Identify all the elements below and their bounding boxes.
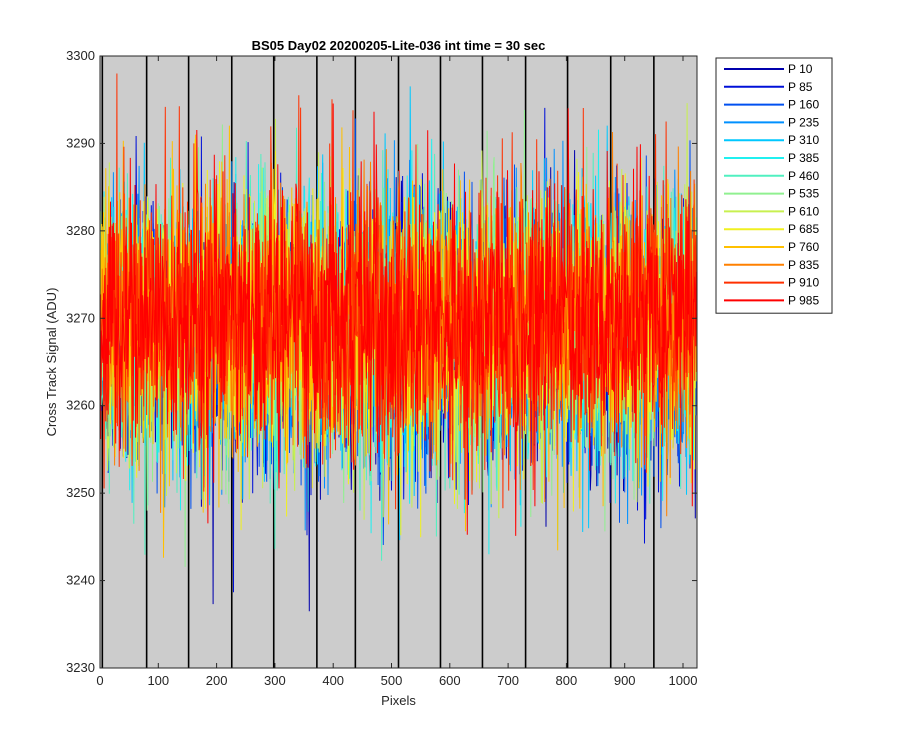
x-tick-label: 400 <box>322 673 344 688</box>
legend-box <box>715 57 833 314</box>
x-tick-label: 700 <box>497 673 519 688</box>
legend-label: P 460 <box>788 169 819 183</box>
y-axis: 3230 3240 3250 3260 3270 3280 3290 3300 <box>66 48 697 675</box>
legend-label: P 685 <box>788 222 819 236</box>
legend-label: P 760 <box>788 240 819 254</box>
y-tick-label: 3290 <box>66 135 95 150</box>
legend-label: P 160 <box>788 98 819 112</box>
legend-label: P 535 <box>788 187 819 201</box>
y-tick-label: 3260 <box>66 398 95 413</box>
x-tick-label: 600 <box>439 673 461 688</box>
legend-label: P 385 <box>788 151 819 165</box>
y-tick-label: 3230 <box>66 660 95 675</box>
x-axis: 0 100 200 300 400 500 600 700 800 900 1000 <box>96 56 697 688</box>
x-tick-label: 900 <box>614 673 636 688</box>
chart-title: BS05 Day02 20200205-Lite-036 int time = … <box>252 38 546 53</box>
legend-label: P 10 <box>788 62 813 76</box>
y-tick-label: 3300 <box>66 48 95 63</box>
legend-label: P 835 <box>788 258 819 272</box>
x-tick-label: 1000 <box>669 673 698 688</box>
series-line <box>99 103 697 536</box>
legend-label: P 610 <box>788 204 819 218</box>
legend-label: P 235 <box>788 115 819 129</box>
x-tick-label: 0 <box>96 673 103 688</box>
x-axis-label: Pixels <box>381 693 416 708</box>
series-group <box>99 73 697 612</box>
x-tick-label: 500 <box>381 673 403 688</box>
legend: P 10 P 85 P 160 P 235 P 310 P 385 P 460 P 535 P … <box>715 57 833 314</box>
x-tick-label: 800 <box>556 673 578 688</box>
legend-label: P 310 <box>788 133 819 147</box>
y-axis-label: Cross Track Signal (ADU) <box>44 288 59 437</box>
legend-label: P 910 <box>788 276 819 290</box>
x-tick-label: 100 <box>147 673 169 688</box>
y-tick-label: 3280 <box>66 223 95 238</box>
x-tick-label: 300 <box>264 673 286 688</box>
y-tick-label: 3270 <box>66 310 95 325</box>
legend-label: P 985 <box>788 293 819 307</box>
legend-label: P 85 <box>788 80 813 94</box>
plot-frame <box>99 55 698 669</box>
x-tick-label: 200 <box>206 673 228 688</box>
y-tick-label: 3240 <box>66 573 95 588</box>
y-tick-label: 3250 <box>66 485 95 500</box>
